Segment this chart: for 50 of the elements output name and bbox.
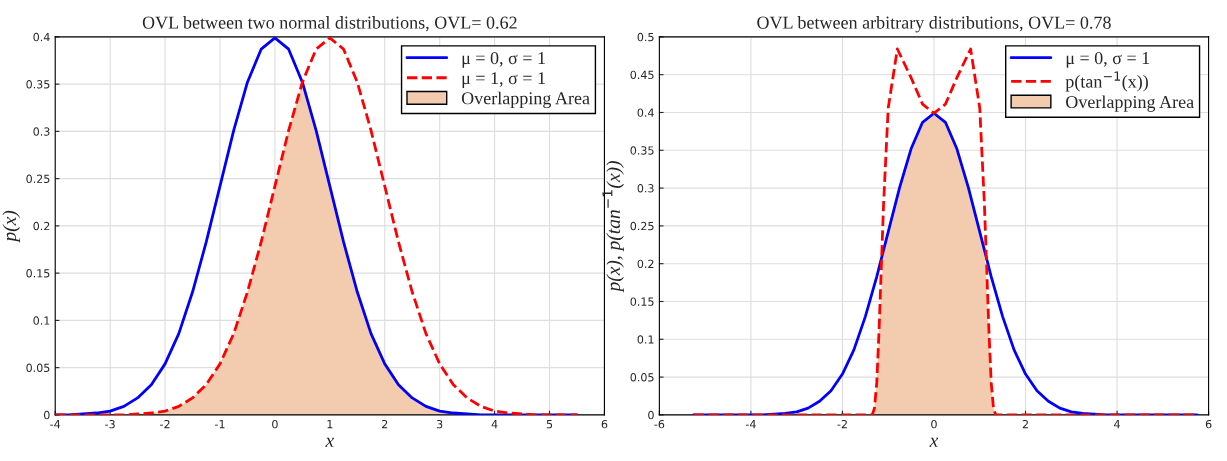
- x-tick-label: 2: [382, 419, 388, 429]
- y-tick-label: 0.5: [637, 32, 654, 42]
- y-tick-label: 0.1: [637, 335, 654, 344]
- y-tick-label: 0.15: [26, 269, 50, 278]
- x-tick-label: -2: [837, 419, 847, 429]
- legend-label: Overlapping Area: [1066, 95, 1194, 112]
- y-tick-label: 0.35: [630, 146, 654, 155]
- y-tick-label: 0.4: [637, 108, 654, 117]
- y-tick-label: 0.15: [630, 297, 654, 306]
- x-tick-label: 0: [931, 419, 937, 429]
- x-tick-label: 2: [1022, 419, 1028, 429]
- x-tick-label: 6: [601, 419, 608, 429]
- legend-label: μ = 0, σ = 1: [462, 51, 545, 68]
- x-tick-label: -4: [50, 420, 61, 429]
- y-tick-label: 0.3: [637, 184, 654, 193]
- y-tick-label: 0: [44, 410, 50, 420]
- x-tick-label: 0: [272, 419, 278, 429]
- x-axis-title: x: [929, 437, 939, 447]
- y-tick-label: 0.05: [630, 373, 654, 382]
- x-tick-label: 4: [491, 420, 498, 429]
- y-tick-label: 0.05: [26, 363, 50, 373]
- y-tick-label: 0.45: [630, 70, 654, 80]
- y-tick-label: 0.35: [26, 80, 50, 89]
- y-tick-label: 0.25: [630, 221, 654, 231]
- legend-label: Overlapping Area: [461, 91, 590, 109]
- x-tick-label: 6: [1205, 419, 1212, 429]
- y-tick-label: 0: [648, 410, 654, 420]
- x-tick-label: 1: [327, 420, 333, 429]
- y-axis-title: p(x), p(tan$^{−1}$(x)): [602, 161, 624, 293]
- x-tick-label: 3: [436, 419, 443, 429]
- x-tick-label: 4: [1114, 420, 1120, 429]
- legend-label: μ = 0, σ = 1: [1066, 51, 1150, 68]
- y-tick-label: 0.25: [26, 174, 50, 184]
- x-tick-label: -4: [745, 420, 756, 429]
- x-tick-label: -6: [654, 419, 665, 429]
- y-axis-title: p(x): [2, 210, 21, 243]
- x-axis-title: x: [325, 437, 334, 447]
- y-tick-label: 0.2: [33, 221, 50, 231]
- x-tick-label: -1: [214, 420, 225, 429]
- x-tick-label: 5: [546, 420, 553, 429]
- y-tick-label: 0.1: [33, 316, 50, 325]
- legend-label: p(tan$^{−1}$(x)): [1065, 71, 1148, 92]
- x-tick-label: -3: [105, 419, 115, 429]
- y-tick-label: 0.3: [33, 127, 50, 136]
- x-tick-label: -2: [160, 419, 170, 429]
- chart-title: OVL between arbitrary distributions, OVL= 0.78: [757, 16, 1111, 33]
- y-tick-label: 0.2: [637, 259, 654, 269]
- chart-title: OVL between two normal distributions, OVL= 0.62: [142, 16, 517, 32]
- legend-label: μ = 1, σ = 1: [462, 72, 545, 88]
- y-tick-label: 0.4: [33, 32, 50, 42]
